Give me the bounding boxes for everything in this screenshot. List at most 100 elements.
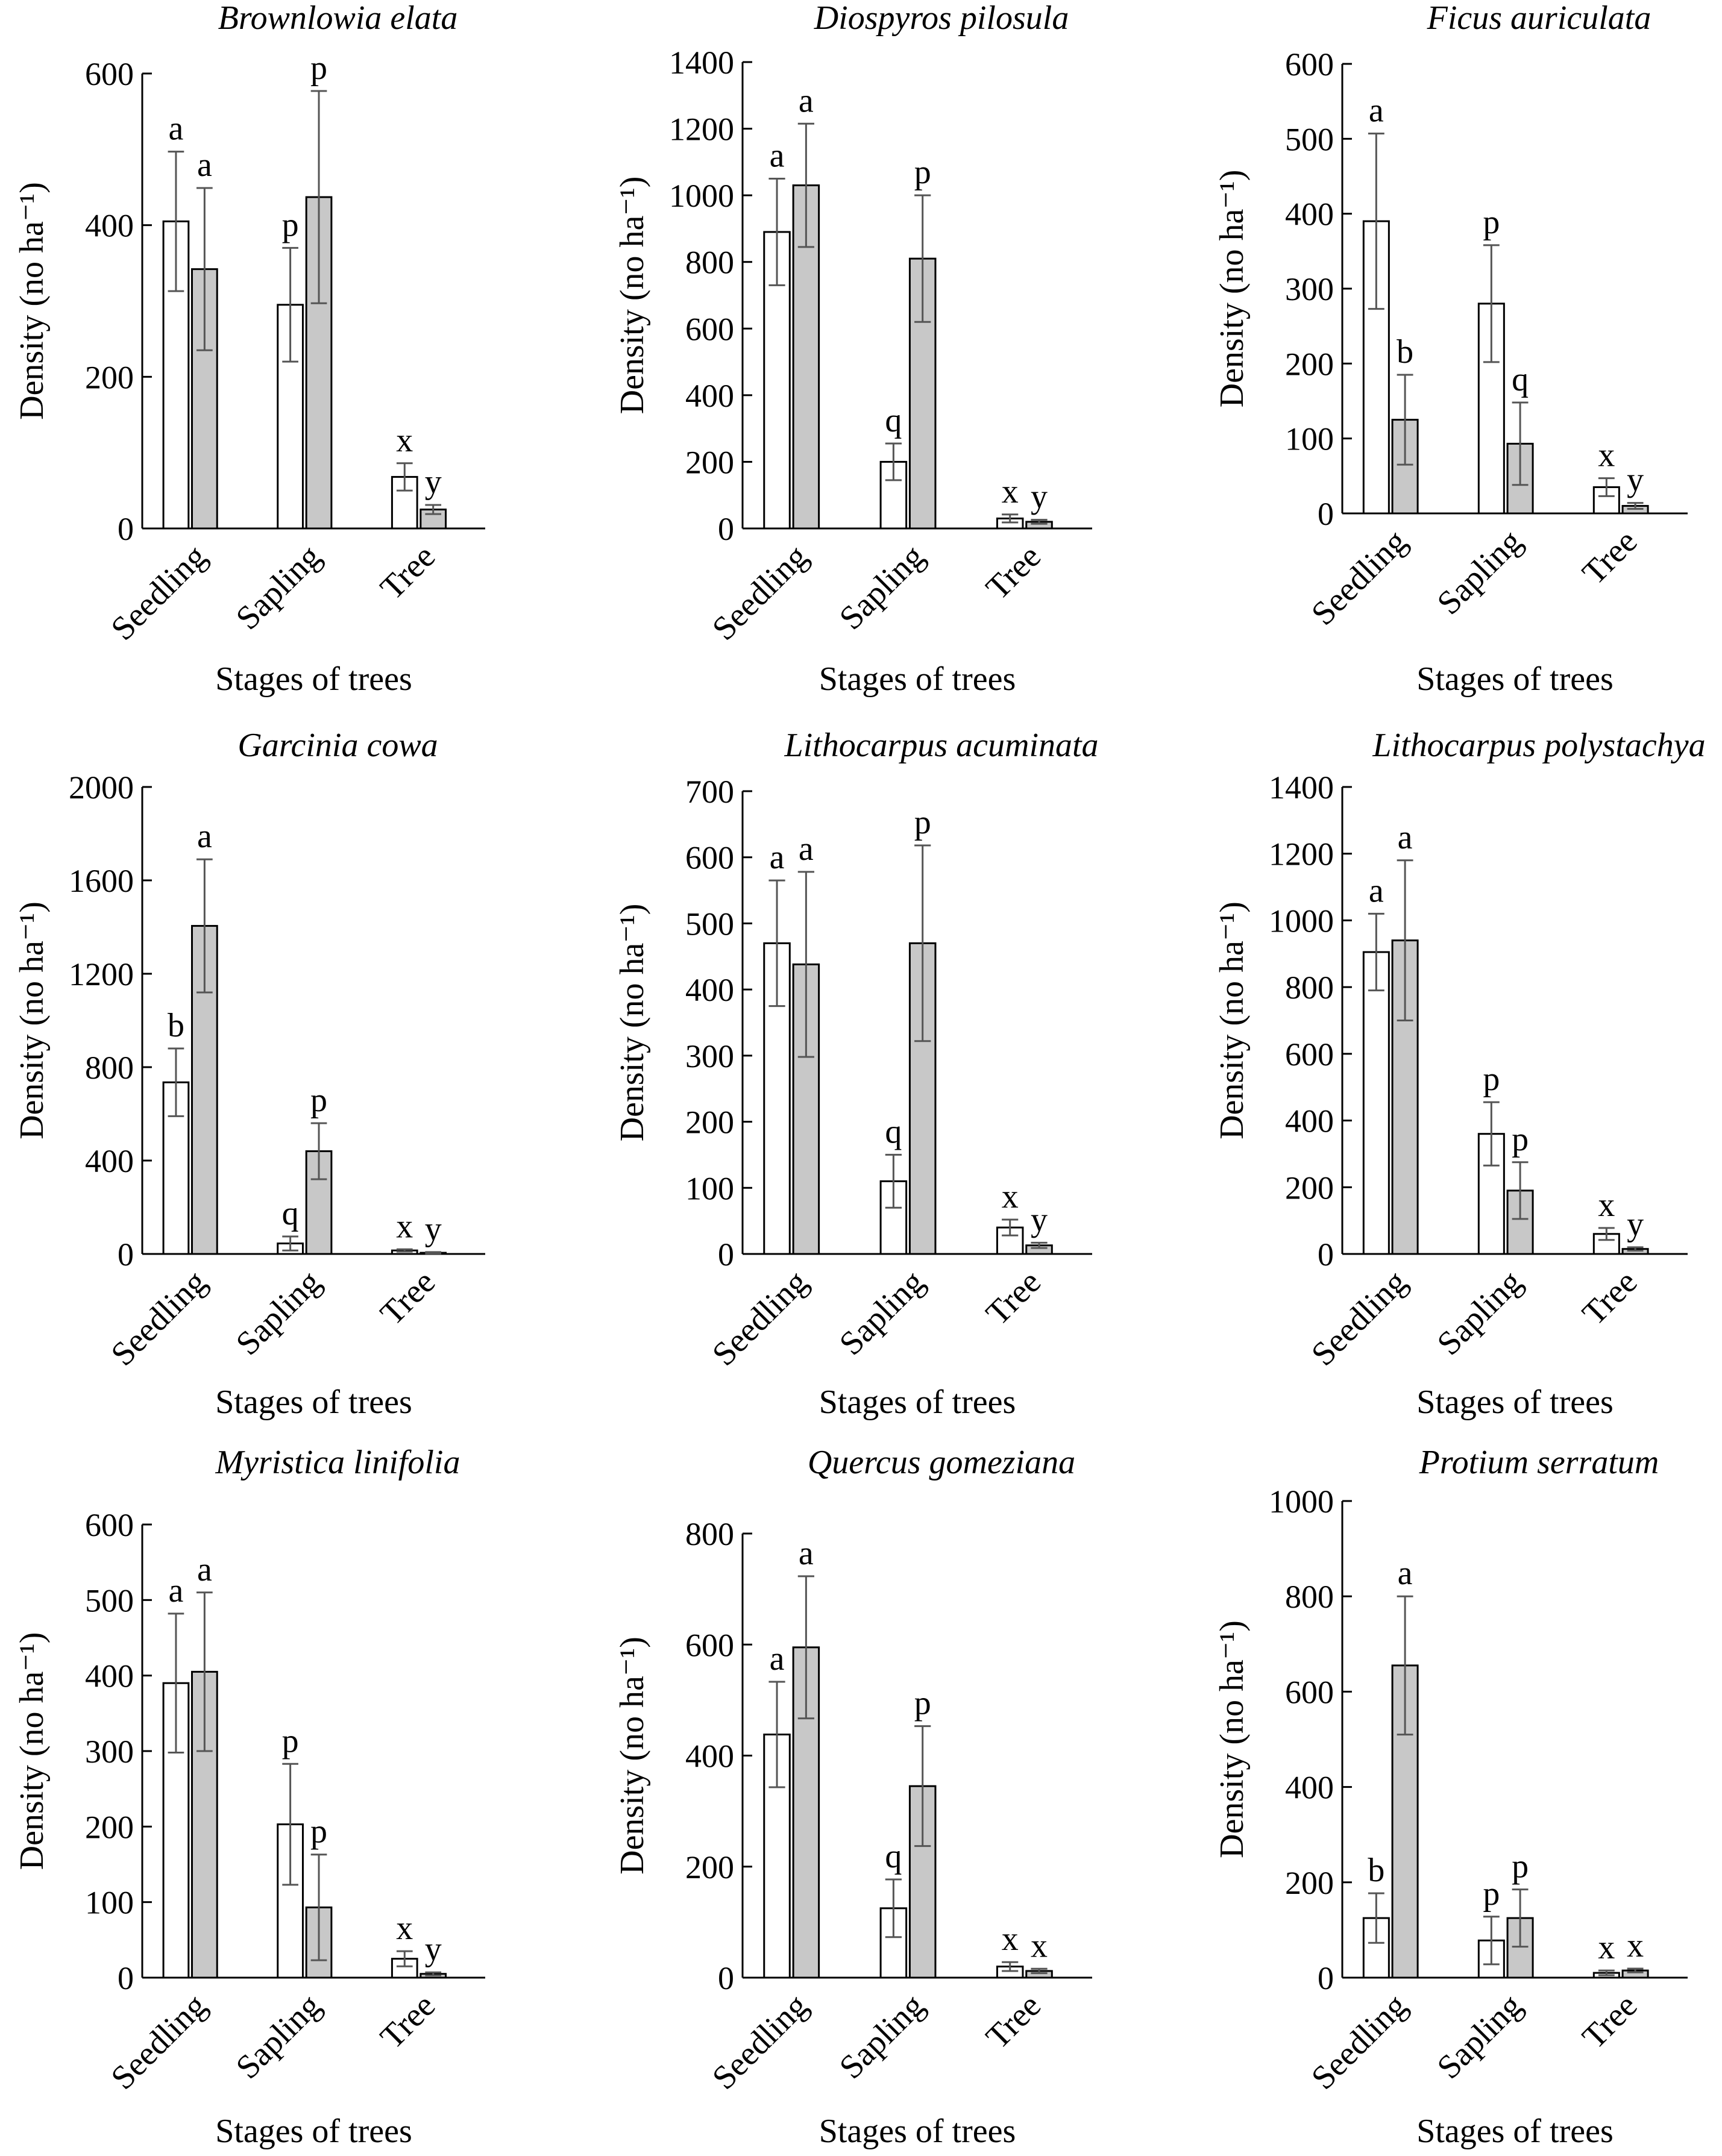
y-tick-label: 800 — [1285, 970, 1334, 1006]
bar — [1362, 951, 1390, 1255]
y-tick-label: 1000 — [1269, 1484, 1334, 1520]
significance-letter: q — [885, 402, 902, 439]
bar — [420, 509, 447, 530]
significance-letter: a — [799, 830, 814, 868]
y-tick-label: 200 — [685, 1849, 734, 1885]
x-tick-label: Sapling — [832, 1263, 932, 1362]
y-tick-label: 2000 — [69, 769, 134, 806]
y-tick-label: 400 — [1285, 1103, 1334, 1139]
y-axis-label: Density (no ha⁻¹) — [1213, 901, 1251, 1139]
y-tick-label: 400 — [85, 1658, 134, 1694]
significance-letter: a — [197, 146, 212, 184]
chart-title: Lithocarpus polystachya — [1372, 727, 1705, 764]
significance-letter: p — [914, 154, 931, 191]
x-tick-label: Seedling — [705, 1263, 815, 1373]
x-tick-label: Tree — [1575, 1987, 1644, 2056]
x-tick-label: Seedling — [104, 1987, 213, 2096]
x-tick-label: Seedling — [1304, 1987, 1414, 2096]
x-tick-label: Sapling — [1430, 1987, 1530, 2086]
y-tick-label: 400 — [1285, 1770, 1334, 1806]
significance-letter: p — [1483, 1875, 1500, 1913]
significance-letter: q — [1512, 361, 1529, 398]
y-tick-label: 1400 — [1269, 769, 1334, 806]
significance-letter: q — [885, 1113, 902, 1150]
significance-letter: a — [1398, 1555, 1413, 1592]
significance-letter: a — [799, 1535, 814, 1572]
x-tick-label: Sapling — [832, 537, 932, 637]
chart-title: Myristica linifolia — [215, 1444, 460, 1481]
significance-letter: x — [396, 1208, 413, 1245]
chart-panel: Diospyros pilosula 0 200 400 600 800 1000 1200 1… — [614, 0, 1092, 698]
y-tick-label: 800 — [1285, 1579, 1334, 1615]
significance-letter: p — [1483, 1061, 1500, 1098]
y-tick-label: 600 — [685, 311, 734, 347]
y-axis-label: Density (no ha⁻¹) — [13, 1632, 51, 1870]
significance-letter: x — [1002, 1178, 1019, 1215]
y-axis-label: Density (no ha⁻¹) — [13, 901, 51, 1139]
significance-letter: a — [1369, 92, 1384, 130]
significance-letter: y — [1627, 1206, 1644, 1243]
y-tick-label: 400 — [1285, 196, 1334, 233]
significance-letter: a — [770, 137, 785, 175]
y-tick-label: 800 — [685, 1516, 734, 1552]
significance-letter: y — [425, 1931, 442, 1968]
y-tick-label: 400 — [685, 1738, 734, 1775]
significance-letter: p — [914, 1685, 931, 1722]
significance-letter: p — [310, 49, 327, 87]
chart-title: Diospyros pilosula — [814, 0, 1069, 37]
significance-letter: x — [1002, 473, 1019, 510]
y-tick-label: 400 — [85, 208, 134, 244]
y-tick-label: 1200 — [69, 956, 134, 992]
y-tick-label: 0 — [718, 1960, 734, 1996]
x-tick-label: Seedling — [705, 537, 815, 647]
chart-panel: Lithocarpus acuminata 0 100 200 300 400 500 600… — [614, 727, 1099, 1421]
x-tick-label: Tree — [979, 1987, 1048, 2056]
y-tick-label: 100 — [685, 1170, 734, 1206]
significance-letter: p — [1512, 1848, 1529, 1885]
y-tick-label: 0 — [1318, 496, 1334, 532]
chart-panel: Lithocarpus polystachya 0 200 400 600 800 1000… — [1213, 727, 1706, 1421]
y-tick-label: 100 — [85, 1885, 134, 1921]
x-axis-label: Stages of trees — [819, 660, 1016, 698]
significance-letter: x — [396, 1910, 413, 1947]
x-tick-label: Seedling — [104, 1263, 213, 1373]
y-axis-label: Density (no ha⁻¹) — [1213, 170, 1251, 408]
x-tick-label: Seedling — [1304, 522, 1414, 632]
significance-letter: x — [1627, 1927, 1644, 1964]
significance-letter: p — [1512, 1121, 1529, 1158]
y-tick-label: 300 — [85, 1734, 134, 1770]
chart-title: Garcinia cowa — [237, 727, 438, 764]
x-axis-label: Stages of trees — [819, 1384, 1016, 1421]
chart-panel: Ficus auriculata 0 100 200 300 400 500 600 Densi… — [1213, 0, 1688, 698]
chart-title: Brownlowia elata — [218, 0, 458, 37]
chart-title: Ficus auriculata — [1427, 0, 1651, 37]
significance-letter: y — [425, 1211, 442, 1248]
y-tick-label: 1400 — [669, 45, 734, 81]
significance-letter: x — [396, 422, 413, 459]
chart-title: Protium serratum — [1419, 1444, 1659, 1481]
y-tick-label: 600 — [85, 1507, 134, 1543]
chart-title: Lithocarpus acuminata — [784, 727, 1098, 764]
x-tick-label: Seedling — [705, 1987, 815, 2096]
x-tick-label: Tree — [979, 1263, 1048, 1332]
significance-letter: a — [799, 82, 814, 119]
significance-letter: y — [425, 463, 442, 501]
x-tick-label: Tree — [373, 1987, 442, 2056]
y-tick-label: 1600 — [69, 863, 134, 899]
y-tick-label: 300 — [1285, 271, 1334, 307]
y-tick-label: 200 — [685, 444, 734, 480]
bar — [879, 460, 908, 530]
x-axis-label: Stages of trees — [1416, 660, 1614, 698]
y-axis-label: Density (no ha⁻¹) — [13, 182, 51, 420]
y-tick-label: 0 — [118, 1960, 134, 1996]
y-tick-label: 0 — [718, 1236, 734, 1273]
significance-letter: a — [770, 839, 785, 876]
y-tick-label: 0 — [1318, 1960, 1334, 1996]
x-tick-label: Tree — [1575, 1263, 1644, 1332]
significance-letter: p — [310, 1813, 327, 1850]
significance-letter: a — [1398, 819, 1413, 856]
significance-letter: a — [770, 1640, 785, 1678]
y-tick-label: 500 — [85, 1582, 134, 1619]
significance-letter: x — [1002, 1920, 1019, 1958]
